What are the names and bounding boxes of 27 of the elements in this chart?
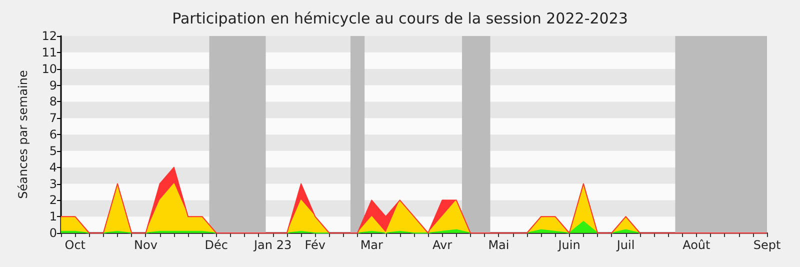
x-tick-label: Mar bbox=[360, 238, 384, 252]
y-tick-label: 1 bbox=[49, 210, 57, 224]
y-tick-label: 0 bbox=[49, 226, 57, 240]
y-tick-label: 12 bbox=[42, 29, 57, 43]
x-tick-label: Août bbox=[682, 238, 711, 252]
x-tick-label: Fév bbox=[304, 238, 326, 252]
y-tick-label: 6 bbox=[49, 128, 57, 142]
y-tick-label: 5 bbox=[49, 144, 57, 158]
y-tick-label: 2 bbox=[49, 193, 57, 208]
x-tick-label: Jan 23 bbox=[253, 238, 292, 252]
x-tick-label: Oct bbox=[64, 238, 86, 252]
x-tick-label: Mai bbox=[488, 238, 510, 252]
x-tick-label: Déc bbox=[204, 238, 228, 252]
y-tick-label: 9 bbox=[49, 78, 57, 92]
x-tick-label: Sept bbox=[753, 238, 781, 252]
y-axis-title: Séances par semaine bbox=[16, 70, 30, 199]
chart-title: Participation en hémicycle au cours de la session 2022-2023 bbox=[172, 10, 628, 28]
x-tick-label: Nov bbox=[134, 238, 158, 252]
y-tick-label: 7 bbox=[49, 111, 57, 126]
y-tick-label: 10 bbox=[42, 62, 57, 76]
y-tick-label: 3 bbox=[49, 176, 57, 191]
y-tick-label: 4 bbox=[49, 160, 57, 174]
x-tick-label: Juin bbox=[557, 238, 580, 252]
x-tick-label: Juil bbox=[616, 238, 635, 252]
x-tick-label: Avr bbox=[432, 238, 452, 252]
y-tick-label: 8 bbox=[49, 94, 57, 109]
y-tick-label: 11 bbox=[42, 45, 57, 60]
